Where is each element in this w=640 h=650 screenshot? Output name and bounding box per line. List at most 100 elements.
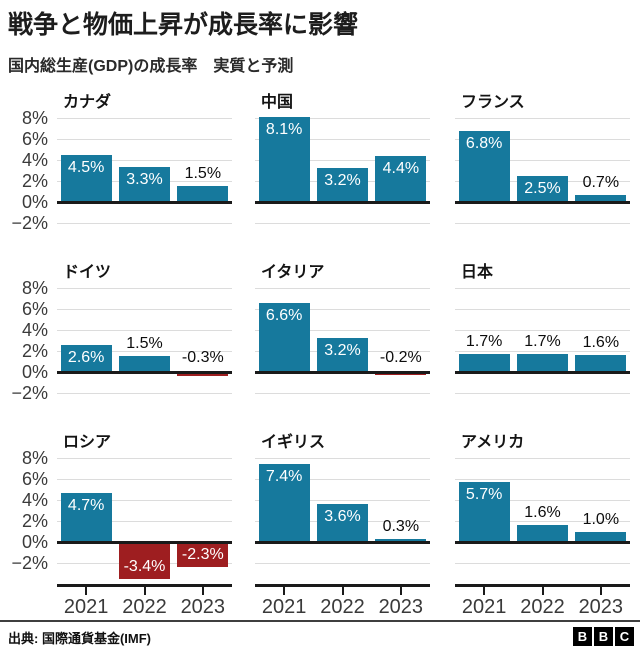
gridline (455, 223, 630, 224)
y-axis-label: 8% (21, 448, 48, 468)
chart-subtitle: 国内総生産(GDP)の成長率 実質と予測 (8, 58, 294, 75)
bar-value-label: 3.2% (324, 172, 361, 190)
y-axis-label: 2% (21, 171, 48, 191)
bar-value-label: 0.3% (382, 517, 420, 535)
bar-value-label: -3.4% (123, 557, 166, 575)
zero-line (57, 371, 232, 374)
page-title: 戦争と物価上昇が成長率に影響 (8, 11, 359, 39)
y-axis-label: 4% (21, 490, 48, 510)
zero-line (455, 371, 630, 374)
gridline (455, 288, 630, 289)
x-axis-line (57, 584, 232, 587)
y-axis-label: 6% (21, 129, 48, 149)
bar-2021 (458, 130, 510, 202)
x-axis-tick (599, 587, 602, 595)
panel-title: 日本 (461, 264, 494, 281)
gridline (57, 223, 232, 224)
gridline (455, 479, 630, 480)
bar-value-label: -0.3% (181, 349, 224, 366)
gridline (57, 479, 232, 480)
gridline (255, 563, 430, 564)
x-axis-label: 2021 (63, 596, 109, 618)
bar-2021 (258, 464, 310, 542)
gridline (255, 458, 430, 459)
gridline (455, 351, 630, 352)
x-axis-tick (283, 587, 286, 595)
bar-value-label: 8.1% (265, 120, 303, 138)
bar-2022 (119, 543, 170, 579)
x-axis-line (255, 584, 430, 587)
bar-value-label: 1.5% (184, 165, 222, 183)
bar-2023 (177, 543, 229, 568)
zero-line (255, 201, 430, 204)
bar-value-label: 5.7% (465, 486, 503, 504)
bbc-logo-block: C (615, 627, 634, 646)
gridline (255, 479, 430, 480)
x-axis-label: 2022 (320, 596, 365, 618)
y-axis-label: −2% (11, 213, 48, 233)
gridline (455, 563, 630, 564)
x-axis-tick (399, 587, 402, 595)
x-axis-label: 2021 (261, 596, 307, 618)
bar-value-label: 6.6% (265, 306, 303, 324)
bar-2023 (375, 373, 427, 376)
panel-title: アメリカ (461, 434, 525, 451)
gridline (57, 139, 232, 140)
y-axis-label: 2% (21, 511, 48, 531)
y-axis-label: −2% (11, 383, 48, 403)
y-axis-label: 8% (21, 278, 48, 298)
gridline (57, 118, 232, 119)
panel-title: フランス (461, 94, 525, 111)
footer-divider (0, 620, 640, 622)
zero-line (455, 201, 630, 204)
bar-value-label: -0.2% (379, 349, 422, 366)
bar-value-label: 1.7% (465, 333, 503, 351)
gridline (455, 393, 630, 394)
gridline (455, 118, 630, 119)
x-axis-label: 2021 (461, 596, 507, 618)
bar-value-label: 1.5% (126, 335, 163, 353)
bar-2023 (375, 155, 427, 202)
gridline (455, 139, 630, 140)
zero-line (57, 541, 232, 544)
gridline (57, 351, 232, 352)
x-axis-label: 2023 (378, 596, 424, 618)
bar-value-label: 3.6% (324, 508, 361, 526)
bar-value-label: -2.3% (181, 546, 224, 564)
bar-value-label: 4.7% (67, 496, 105, 514)
gridline (57, 393, 232, 394)
x-axis-label: 2022 (520, 596, 565, 618)
panel-title: イタリア (261, 264, 325, 281)
bar-2023 (375, 538, 427, 542)
y-axis-label: 0% (21, 192, 48, 212)
bar-value-label: 2.6% (67, 348, 105, 366)
gridline (57, 160, 232, 161)
x-axis-tick (201, 587, 204, 595)
bar-2021 (458, 354, 510, 372)
bar-value-label: 7.4% (265, 468, 303, 486)
bar-2022 (317, 168, 368, 202)
panel-title: イギリス (261, 434, 326, 451)
bar-2021 (60, 344, 112, 372)
gridline (455, 458, 630, 459)
bar-2022 (119, 356, 170, 372)
bar-value-label: 3.2% (324, 342, 361, 360)
bar-value-label: 1.0% (582, 510, 620, 528)
gridline (255, 330, 430, 331)
x-axis-label: 2023 (578, 596, 624, 618)
bar-value-label: 6.8% (465, 134, 503, 152)
gridline (455, 160, 630, 161)
gridline (57, 500, 232, 501)
bbc-logo-block: B (573, 627, 592, 646)
bar-2021 (458, 482, 510, 542)
gridline (255, 500, 430, 501)
zero-line (255, 541, 430, 544)
panel-title: カナダ (63, 94, 112, 111)
bar-2021 (60, 154, 112, 202)
gridline (455, 330, 630, 331)
panel-title: ドイツ (63, 264, 112, 281)
y-axis-label: 6% (21, 469, 48, 489)
gridline (255, 393, 430, 394)
x-axis-tick (341, 587, 344, 595)
